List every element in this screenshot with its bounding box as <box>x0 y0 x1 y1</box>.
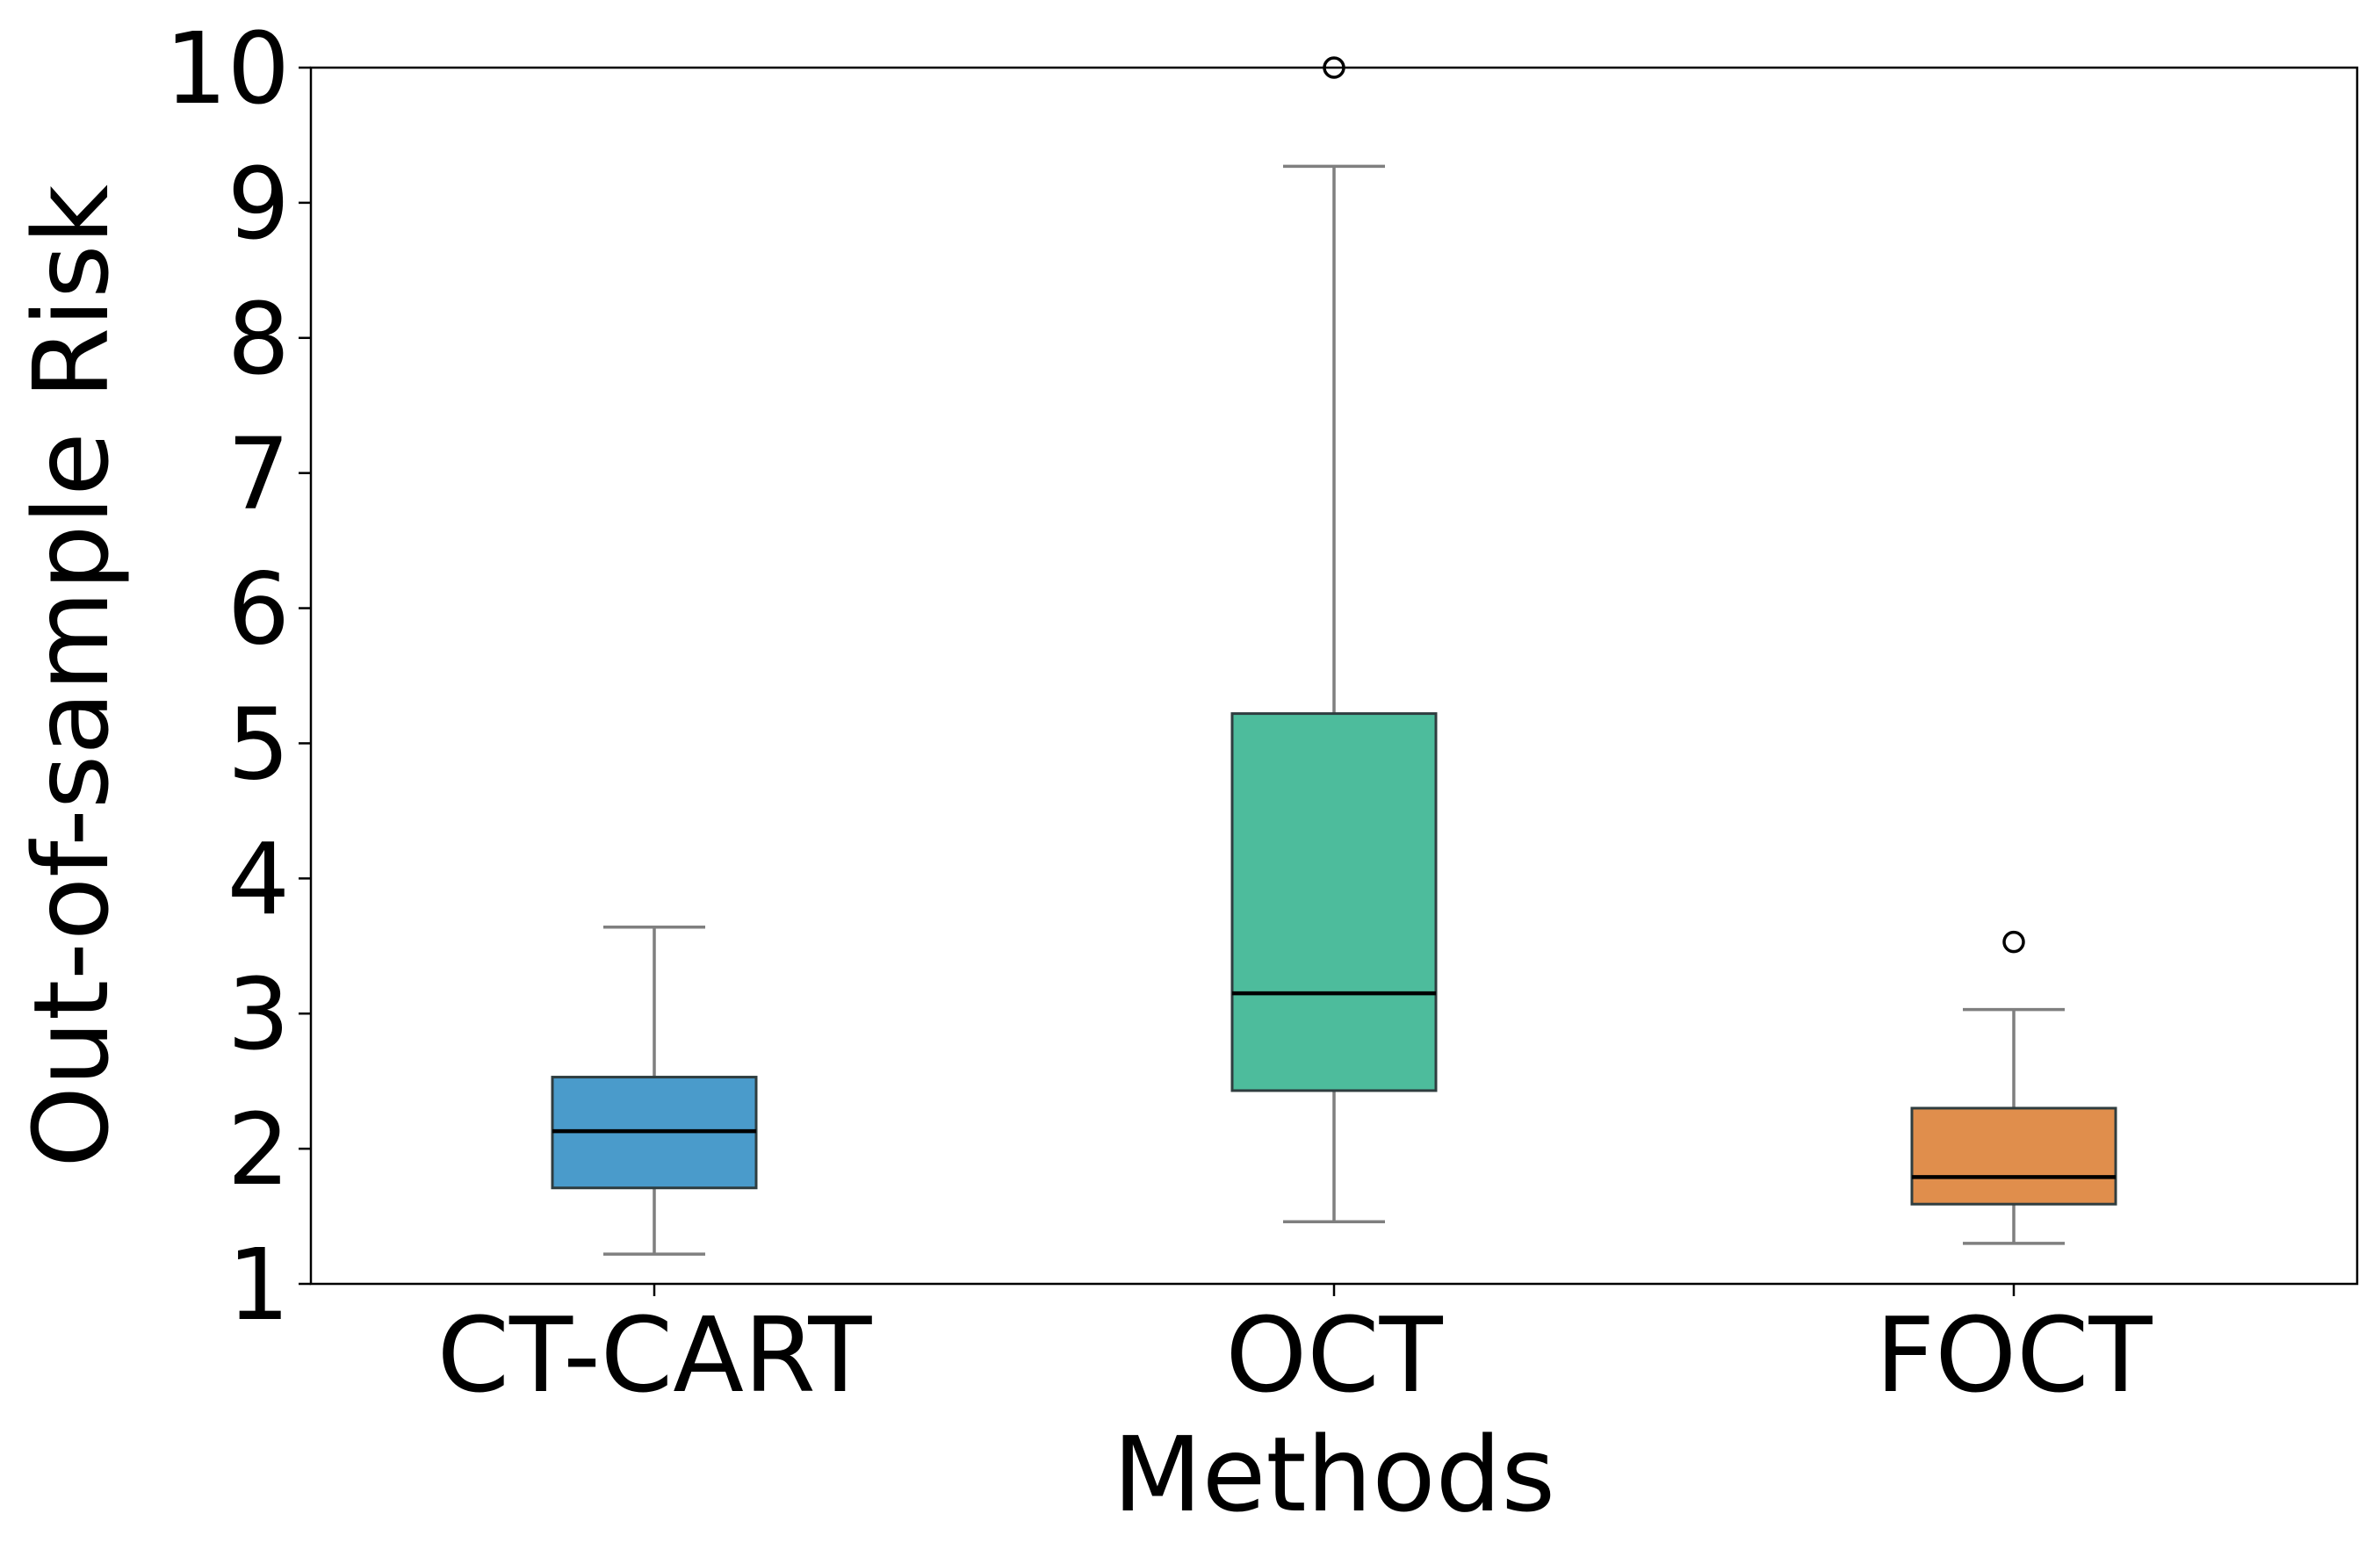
iqr-box <box>1910 1106 2117 1206</box>
iqr-box <box>1230 712 1438 1092</box>
box-foct <box>1910 930 2117 1245</box>
y-tick-label: 5 <box>227 688 290 802</box>
x-tick-label: CT-CART <box>437 1294 873 1416</box>
x-axis: CT-CART OCT FOCT <box>437 1284 2153 1416</box>
box-ct-cart <box>551 925 758 1256</box>
y-tick-label: 10 <box>164 12 290 126</box>
x-tick-label: FOCT <box>1875 1294 2153 1416</box>
y-tick-label: 6 <box>227 553 290 667</box>
y-tick-label: 3 <box>227 958 290 1072</box>
y-axis: 1 2 3 4 5 6 7 8 9 10 <box>164 12 311 1343</box>
y-tick-label: 1 <box>227 1229 290 1343</box>
y-axis-title: Out-of-sample Risk <box>11 184 132 1168</box>
outlier-point <box>2002 930 2025 954</box>
x-tick-label: OCT <box>1225 1294 1443 1416</box>
y-tick-label: 2 <box>227 1093 290 1207</box>
y-tick-label: 8 <box>227 283 290 397</box>
box-oct <box>1230 56 1438 1223</box>
y-tick-label: 7 <box>227 418 290 532</box>
x-axis-title: Methods <box>1113 1414 1555 1535</box>
y-tick-label: 9 <box>227 148 290 262</box>
y-tick-label: 4 <box>227 823 290 937</box>
plot-content <box>551 56 2117 1256</box>
